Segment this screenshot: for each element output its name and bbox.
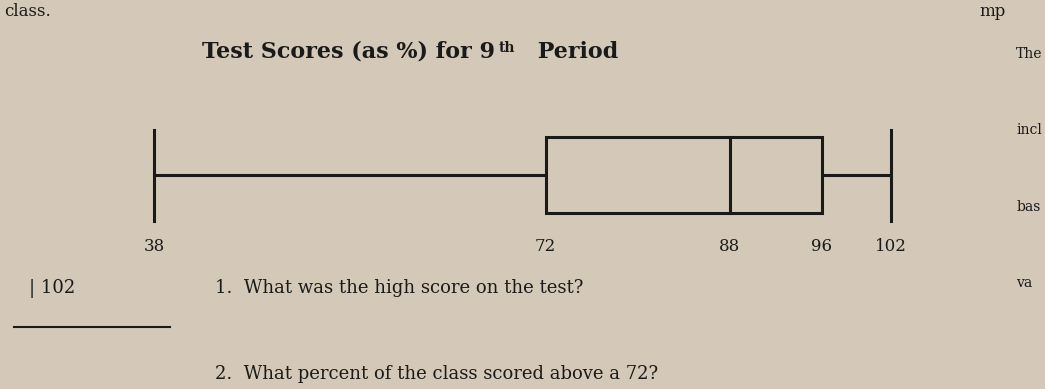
Text: mp: mp — [980, 3, 1006, 20]
Text: 102: 102 — [875, 238, 907, 254]
Text: 2.  What percent of the class scored above a 72?: 2. What percent of the class scored abov… — [214, 365, 657, 384]
Text: Test Scores (as %) for 9: Test Scores (as %) for 9 — [202, 40, 495, 63]
Text: 72: 72 — [535, 238, 556, 254]
Text: th: th — [498, 40, 515, 54]
Bar — [545, 137, 822, 213]
Text: bas: bas — [1016, 200, 1041, 214]
Text: 96: 96 — [812, 238, 833, 254]
Text: | 102: | 102 — [29, 279, 75, 298]
Text: 1.  What was the high score on the test?: 1. What was the high score on the test? — [214, 279, 583, 297]
Text: 38: 38 — [143, 238, 164, 254]
Text: The: The — [1016, 47, 1043, 61]
Text: 88: 88 — [719, 238, 741, 254]
Text: class.: class. — [4, 3, 51, 20]
Text: va: va — [1016, 275, 1032, 289]
Text: Period: Period — [530, 40, 619, 63]
Text: incl: incl — [1016, 123, 1042, 137]
